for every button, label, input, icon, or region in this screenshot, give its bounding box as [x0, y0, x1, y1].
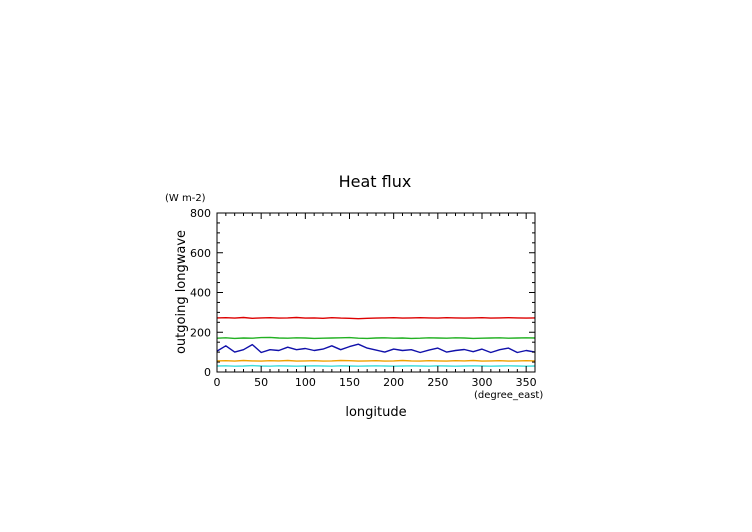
x-tick-label: 100 [295, 376, 316, 389]
x-tick-label: 250 [427, 376, 448, 389]
chart-title: Heat flux [339, 172, 412, 191]
x-tick-label: 200 [383, 376, 404, 389]
y-axis-label: outgoing longwave [174, 230, 189, 354]
plot-frame [216, 212, 536, 373]
x-tick-label: 0 [214, 376, 221, 389]
y-tick-label: 400 [190, 287, 211, 300]
y-tick-label: 600 [190, 247, 211, 260]
series-layer [216, 316, 536, 367]
x-tick-label: 350 [516, 376, 537, 389]
series-line-2 [216, 336, 536, 340]
series-line-3 [216, 343, 536, 354]
y-tick-label: 200 [190, 326, 211, 339]
y-tick-label: 800 [190, 207, 211, 220]
series-line-4 [216, 359, 536, 362]
x-tick-label: 150 [339, 376, 360, 389]
x-unit-label: (degree_east) [474, 390, 543, 401]
series-line-1 [216, 316, 536, 320]
x-tick-label: 300 [472, 376, 493, 389]
y-tick-label: 0 [204, 366, 211, 379]
series-line-5 [216, 364, 536, 367]
x-tick-label: 50 [254, 376, 268, 389]
y-unit-label: (W m-2) [165, 193, 206, 204]
x-axis-label: longitude [345, 405, 406, 420]
